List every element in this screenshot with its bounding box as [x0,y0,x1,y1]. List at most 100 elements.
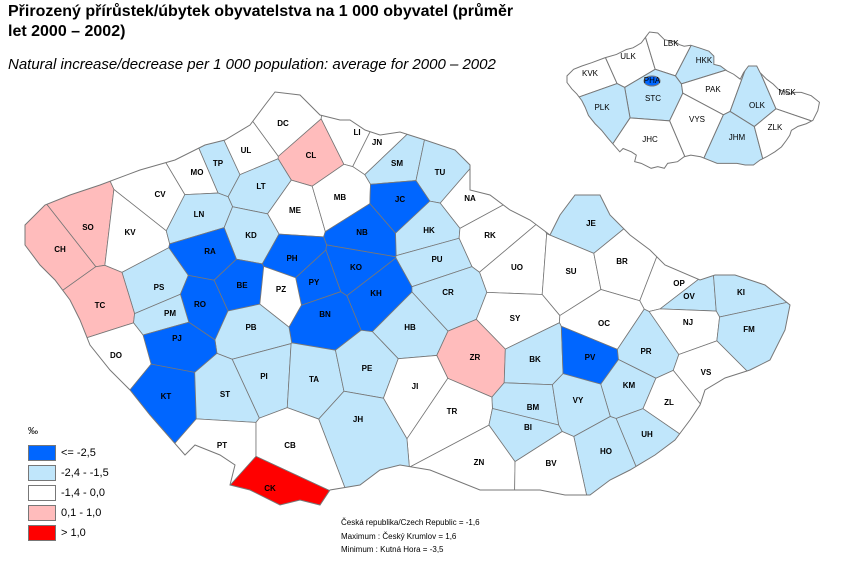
district-label: TC [95,301,106,310]
legend-item: -2,4 - -1,5 [28,464,109,481]
district-label: PV [585,353,596,362]
district-label: ZL [664,398,674,407]
district-label: BN [319,310,331,319]
district-label: KV [124,228,136,237]
district-label: OV [683,292,695,301]
district-label: DC [277,119,289,128]
district-label: PJ [172,334,182,343]
region-pha [643,75,661,87]
district-label: TU [435,168,446,177]
legend-swatch [28,444,56,461]
district-label: SO [82,223,94,232]
legend-item: -1,4 - 0,0 [28,484,105,501]
legend-label: <= -2,5 [61,446,96,459]
legend-swatch [28,504,56,521]
district-label: ZR [470,353,481,362]
district-label: ST [220,390,230,399]
district-label: CB [284,441,296,450]
district-label: CL [306,151,317,160]
legend-label: -1,4 - 0,0 [61,486,106,499]
legend-item: <= -2,5 [28,444,96,461]
district-label: JC [395,195,405,204]
district-label: MO [191,168,204,177]
district-ck [189,455,375,505]
district-label: ME [289,206,302,215]
district-bv [513,431,595,505]
district-label: BM [527,403,540,412]
legend-label: > 1,0 [61,526,86,539]
district-label: HO [600,447,612,456]
stat-country: Česká republika/Czech Republic = -1,6 [341,518,480,527]
district-label: MB [334,193,347,202]
district-label: PT [217,441,227,450]
district-label: SM [391,159,403,168]
region-label: PHA [644,76,661,85]
district-label: VY [573,396,584,405]
district-label: HB [404,323,416,332]
region-label: JHM [729,133,746,142]
legend-swatch [28,524,56,541]
district-label: UL [241,146,252,155]
district-label: PS [154,283,165,292]
district-label: KT [161,392,172,401]
statistics-note: Česká republika/Czech Republic = -1,6 Ma… [341,516,480,557]
district-label: PZ [276,285,286,294]
region-label: ULK [620,52,636,61]
district-label: PH [286,254,297,263]
district-label: PM [164,309,176,318]
region-label: HKK [696,56,713,65]
district-label: LI [353,128,360,137]
district-label: HK [423,226,435,235]
region-label: LBK [663,39,679,48]
district-label: KH [370,289,382,298]
district-label: PE [362,364,373,373]
district-label: UO [511,263,523,272]
district-label: BI [524,423,532,432]
district-label: RO [194,300,206,309]
district-label: OC [598,319,610,328]
district-label: NA [464,194,476,203]
region-label: MSK [778,88,796,97]
district-tu [415,92,563,204]
legend-label: -2,4 - -1,5 [61,466,109,479]
district-label: JI [412,382,419,391]
district-label: SU [565,267,576,276]
district-label: OP [673,279,685,288]
district-label: PI [260,372,268,381]
district-fm [716,287,790,478]
region-plk [567,83,631,169]
district-na [439,92,562,229]
region-label: PAK [705,85,721,94]
district-label: TA [309,375,319,384]
district-label: PR [640,347,651,356]
district-label: ZN [474,458,485,467]
district-label: DO [110,351,122,360]
district-label: LT [256,182,265,191]
district-label: BK [529,355,541,364]
district-label: LN [194,210,205,219]
district-label: FM [743,325,755,334]
region-label: KVK [582,69,599,78]
district-label: TP [213,159,224,168]
legend-label: 0,1 - 1,0 [61,506,102,519]
district-labels: DC CL LI JN TP UL MO SM TU LT CV ME MB JC NA SO CH KV LN KD… [54,39,796,493]
district-uh [615,408,790,505]
country-border [24,91,791,506]
district-label: PY [309,278,320,287]
inset-country-border [566,31,820,169]
district-label: NJ [683,318,693,327]
region-label: PLK [594,103,610,112]
region-label: STC [645,94,661,103]
district-label: PU [431,255,442,264]
district-label: KI [737,288,745,297]
stat-maximum: Maximum : Český Krumlov = 1,6 [341,531,457,541]
district-label: UH [641,430,653,439]
district-label: KD [245,231,257,240]
district-label: RK [484,231,496,240]
legend-item: > 1,0 [28,524,86,541]
district-label: KO [350,263,362,272]
region-label: OLK [749,101,766,110]
district-label: TR [447,407,458,416]
region-label: ZLK [768,123,783,132]
